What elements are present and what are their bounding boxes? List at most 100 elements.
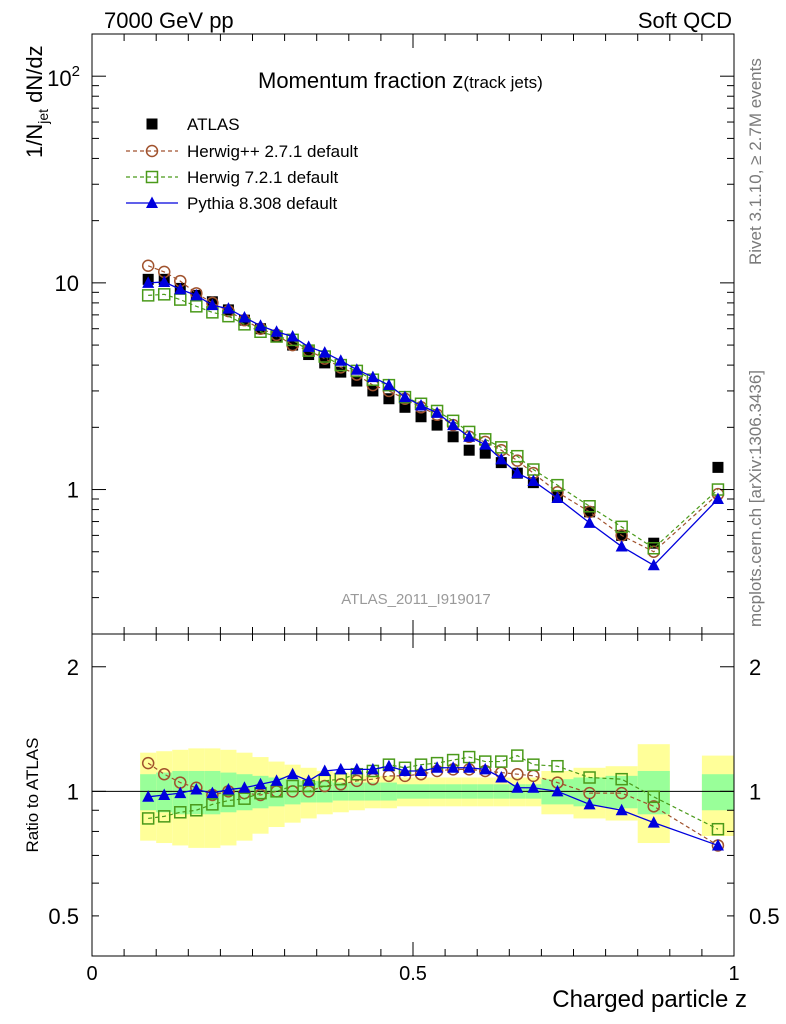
data-point: [190, 300, 203, 313]
data-point: [222, 302, 235, 314]
ratio-point: [302, 774, 315, 786]
ylabel-main: 1/N: [22, 124, 47, 158]
header-category: Soft QCD: [638, 8, 732, 33]
ratio-point: [711, 822, 725, 836]
data-point: [463, 430, 476, 442]
ratio-point: [615, 772, 628, 786]
ylabel-subscript: jet: [35, 109, 51, 125]
data-point: [712, 461, 724, 473]
ratio-point: [527, 758, 540, 771]
ytick-pow-exp: 2: [72, 63, 80, 80]
ratio-point: [495, 771, 508, 783]
data-point: [398, 390, 411, 403]
ratio-point: [222, 794, 235, 807]
xtick-label: 0: [86, 963, 97, 985]
axis-tick-labels: 0 0.5 1 1 10 0.5 0.5 1 1 2 2: [48, 271, 779, 985]
main-y-axis-label: 1/Njet dN/dz: [22, 45, 51, 158]
data-point: [158, 275, 171, 287]
ratio-point: [479, 762, 492, 775]
ratio-point: [398, 764, 411, 776]
data-point: [190, 288, 203, 301]
data-point: [141, 289, 155, 302]
ratio-point: [334, 762, 347, 775]
data-point: [431, 406, 444, 418]
ytick-label-1: 1: [67, 478, 79, 503]
ratio-point: [318, 764, 331, 776]
ratio-point: [238, 781, 251, 793]
ratio-point: [206, 798, 219, 811]
ratio-point: [511, 767, 524, 781]
ratio-point: [190, 783, 203, 795]
legend-marker: [146, 196, 158, 208]
data-point: [318, 346, 331, 358]
ratio-ytick-label-1: 1: [67, 779, 79, 804]
data-point: [174, 282, 187, 295]
ratio-point: [463, 761, 476, 773]
legend-item-pythia-8-308-default: Pythia 8.308 default: [126, 194, 338, 213]
ratio-point: [206, 786, 219, 799]
legend-label: Pythia 8.308 default: [187, 194, 338, 213]
ratio-point: [382, 759, 395, 772]
data-point: [157, 288, 171, 301]
ratio-point: [711, 838, 724, 851]
data-point: [399, 401, 411, 413]
legend-marker: [145, 144, 159, 158]
ratio-point: [174, 806, 187, 819]
ratio-ytick-label-0.5: 0.5: [48, 904, 79, 929]
data-point: [479, 447, 491, 459]
legend-item-herwig-2-7-1-default: Herwig++ 2.7.1 default: [126, 142, 358, 161]
data-point: [647, 541, 660, 555]
data-point: [583, 516, 596, 528]
data-point: [303, 349, 315, 361]
data-point: [319, 357, 331, 369]
ratio-point: [583, 771, 596, 784]
data-point: [647, 558, 660, 571]
data-point: [551, 491, 564, 504]
ratio-point: [583, 797, 596, 810]
ratio-point: [141, 756, 155, 770]
legend-item-atlas: ATLAS: [146, 115, 240, 134]
data-point: [286, 330, 299, 342]
data-point: [583, 500, 596, 513]
data-point: [334, 354, 347, 366]
data-point: [431, 419, 443, 431]
data-point: [615, 540, 628, 552]
ratio-ytick-label-right-1: 1: [749, 779, 761, 804]
legend-marker: [145, 170, 159, 184]
data-point: [415, 411, 427, 423]
ratio-point: [350, 762, 363, 775]
xtick-label: 0.5: [399, 963, 427, 985]
ratio-ytick-label-right-0.5: 0.5: [749, 904, 780, 929]
ratio-point: [286, 779, 299, 793]
ratio-point: [350, 774, 364, 788]
band-inner: [701, 774, 734, 811]
data-point: [302, 340, 315, 352]
series-pythia-8-308-default: [142, 275, 724, 851]
ratio-ytick-label-right-2: 2: [749, 655, 761, 680]
x-axis-label: Charged particle z: [552, 986, 747, 1013]
data-point: [527, 474, 540, 486]
data-point: [382, 378, 395, 391]
ratio-point: [615, 803, 628, 816]
chart-title-main: Momentum fraction: [258, 68, 452, 93]
ylabel-rest: dN/dz: [22, 45, 47, 109]
data-point: [141, 259, 155, 273]
data-point: [615, 520, 628, 534]
data-point: [335, 366, 347, 378]
chart-title: Momentum fraction z(track jets): [258, 68, 543, 93]
ratio-point: [190, 804, 203, 817]
series-layer: [141, 259, 725, 852]
ratio-point: [238, 792, 251, 805]
ratio-point: [270, 774, 283, 786]
ratio-point: [511, 781, 524, 793]
ratio-y-axis-label: Ratio to ATLAS: [23, 738, 42, 853]
data-point: [366, 370, 379, 383]
legend-item-herwig-7-2-1-default: Herwig 7.2.1 default: [126, 168, 338, 187]
header-energy: 7000 GeV pp: [104, 8, 234, 33]
data-point: [351, 375, 363, 387]
data-point: [511, 449, 524, 463]
band-inner: [637, 770, 670, 815]
ratio-point: [551, 784, 564, 797]
